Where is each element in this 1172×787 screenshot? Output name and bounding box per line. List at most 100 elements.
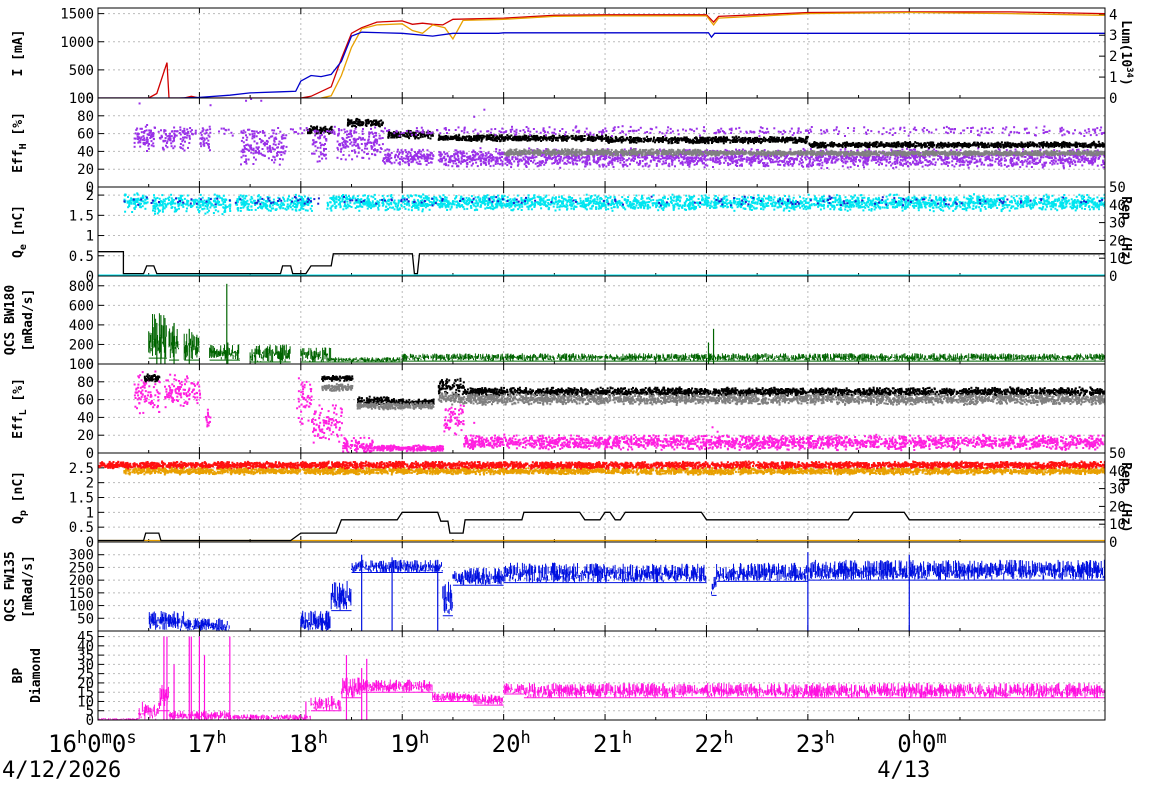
data-point: [337, 157, 339, 159]
data-point: [775, 140, 777, 142]
data-point: [712, 158, 714, 160]
data-point: [875, 157, 877, 159]
data-point: [696, 162, 698, 164]
data-point: [444, 153, 446, 155]
data-point: [411, 148, 413, 150]
data-point: [894, 163, 896, 165]
data-point: [1015, 163, 1017, 165]
data-point: [903, 163, 905, 165]
data-point: [1022, 148, 1024, 150]
data-point: [1052, 161, 1054, 163]
data-point: [1086, 158, 1088, 160]
data-point: [1102, 160, 1104, 162]
data-point: [951, 164, 953, 166]
data-point: [513, 160, 515, 162]
data-point: [1073, 156, 1075, 158]
data-point: [582, 156, 584, 158]
data-point: [773, 136, 775, 138]
data-point: [456, 159, 458, 161]
data-point: [474, 151, 476, 153]
data-point: [551, 163, 553, 165]
data-point: [499, 140, 501, 142]
data-point: [203, 143, 205, 145]
data-point: [278, 143, 280, 145]
data-point: [404, 149, 406, 151]
data-point: [866, 142, 868, 144]
data-point: [1039, 161, 1041, 163]
data-point: [639, 157, 641, 159]
data-point: [612, 140, 614, 142]
data-point: [881, 141, 883, 143]
data-point: [373, 142, 375, 144]
data-point: [174, 136, 176, 138]
data-point: [261, 154, 263, 156]
data-point: [838, 158, 840, 160]
data-point: [252, 163, 254, 165]
data-point: [816, 157, 818, 159]
data-point: [678, 160, 680, 162]
data-point: [790, 163, 792, 165]
data-point: [153, 138, 155, 140]
data-point: [711, 140, 713, 142]
data-point: [451, 165, 453, 167]
data-point: [1055, 160, 1057, 162]
data-point: [488, 159, 490, 161]
data-point: [275, 133, 277, 135]
data-point: [426, 164, 428, 166]
data-point: [588, 157, 590, 159]
data-point: [574, 157, 576, 159]
data-point: [707, 159, 709, 161]
data-point: [370, 120, 372, 122]
data-point: [784, 157, 786, 159]
data-point: [366, 148, 368, 150]
data-point: [267, 151, 269, 153]
right-tick-label: 1: [1109, 70, 1117, 86]
data-point: [644, 163, 646, 165]
data-point: [929, 160, 931, 162]
data-point: [387, 136, 389, 138]
data-point: [1079, 159, 1081, 161]
data-point: [804, 157, 806, 159]
data-point: [672, 138, 674, 140]
data-point: [1049, 162, 1051, 164]
data-point: [533, 159, 535, 161]
data-point: [249, 146, 251, 148]
data-point: [805, 138, 807, 140]
data-point: [650, 138, 652, 140]
data-point: [351, 158, 353, 160]
data-point: [746, 161, 748, 163]
data-point: [419, 163, 421, 165]
data-point: [384, 163, 386, 165]
data-point: [378, 144, 380, 146]
data-point: [152, 135, 154, 137]
data-point: [889, 156, 891, 158]
data-point: [373, 145, 375, 147]
data-point: [499, 134, 501, 136]
data-point: [561, 137, 563, 139]
data-point: [1045, 156, 1047, 158]
data-point: [368, 122, 370, 124]
data-point: [391, 152, 393, 154]
data-point: [269, 145, 271, 147]
data-point: [608, 137, 610, 139]
data-point: [732, 162, 734, 164]
data-point: [469, 161, 471, 163]
data-point: [986, 155, 988, 157]
data-point: [1016, 158, 1018, 160]
data-point: [470, 139, 472, 141]
data-point: [790, 138, 792, 140]
data-point: [672, 159, 674, 161]
data-point: [650, 160, 652, 162]
data-point: [246, 137, 248, 139]
data-point: [1067, 161, 1069, 163]
data-point: [735, 164, 737, 166]
data-point: [417, 156, 419, 158]
data-point: [371, 122, 373, 124]
data-point: [397, 149, 399, 151]
data-point: [206, 137, 208, 139]
data-point: [943, 159, 945, 161]
data-point: [367, 142, 369, 144]
data-point: [617, 160, 619, 162]
